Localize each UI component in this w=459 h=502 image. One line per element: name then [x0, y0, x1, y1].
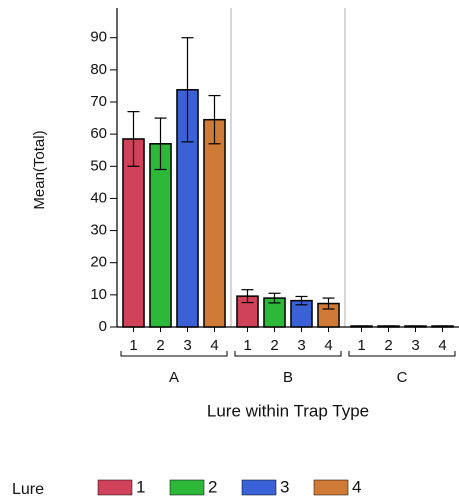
error-bar	[208, 94, 221, 145]
legend-swatch	[97, 479, 133, 496]
y-axis-title: Mean(Total)	[31, 130, 48, 209]
group-bracket	[348, 351, 456, 357]
x-sub-label: 4	[324, 337, 332, 354]
x-sub-label: 2	[384, 337, 392, 354]
x-group-label: A	[169, 369, 179, 386]
y-tick-label: 60	[90, 125, 107, 142]
legend-label: 2	[208, 477, 217, 496]
error-bar	[295, 295, 308, 306]
y-tick-label: 70	[90, 93, 107, 110]
x-sub-label: 1	[357, 337, 365, 354]
x-group-label: B	[283, 369, 293, 386]
group-bracket	[120, 351, 228, 357]
y-tick-label: 10	[90, 286, 107, 303]
x-axis-title: Lure within Trap Type	[207, 401, 369, 420]
x-sub-label: 1	[129, 337, 137, 354]
legend-swatch	[313, 479, 349, 496]
legend-label: 3	[280, 477, 289, 496]
x-sub-label: 1	[243, 337, 251, 354]
y-tick-label: 40	[90, 189, 107, 206]
group-bracket	[234, 351, 342, 357]
x-sub-label: 4	[210, 337, 218, 354]
legend-swatch	[241, 479, 277, 496]
error-bar	[241, 289, 254, 304]
y-tick-label: 90	[90, 29, 107, 46]
x-sub-label: 3	[183, 337, 191, 354]
x-sub-label: 3	[297, 337, 305, 354]
y-tick-label: 80	[90, 61, 107, 78]
legend-title: Lure	[12, 481, 44, 498]
x-sub-label: 4	[438, 337, 446, 354]
bar	[122, 138, 145, 328]
legend-label: 1	[136, 477, 145, 496]
error-bar	[127, 111, 140, 167]
legend-swatch	[169, 479, 205, 496]
error-bar	[154, 117, 167, 171]
y-tick-label: 20	[90, 254, 107, 271]
x-group-label: C	[397, 369, 408, 386]
error-bar	[268, 292, 281, 304]
error-bar	[322, 297, 335, 310]
y-tick-label: 0	[99, 318, 107, 335]
bar	[203, 118, 226, 328]
legend-label: 4	[352, 477, 361, 496]
x-sub-label: 2	[156, 337, 164, 354]
y-tick-label: 30	[90, 222, 107, 239]
x-sub-label: 3	[411, 337, 419, 354]
y-tick-label: 50	[90, 157, 107, 174]
bar	[149, 143, 172, 328]
x-sub-label: 2	[270, 337, 278, 354]
error-bar	[181, 37, 194, 143]
